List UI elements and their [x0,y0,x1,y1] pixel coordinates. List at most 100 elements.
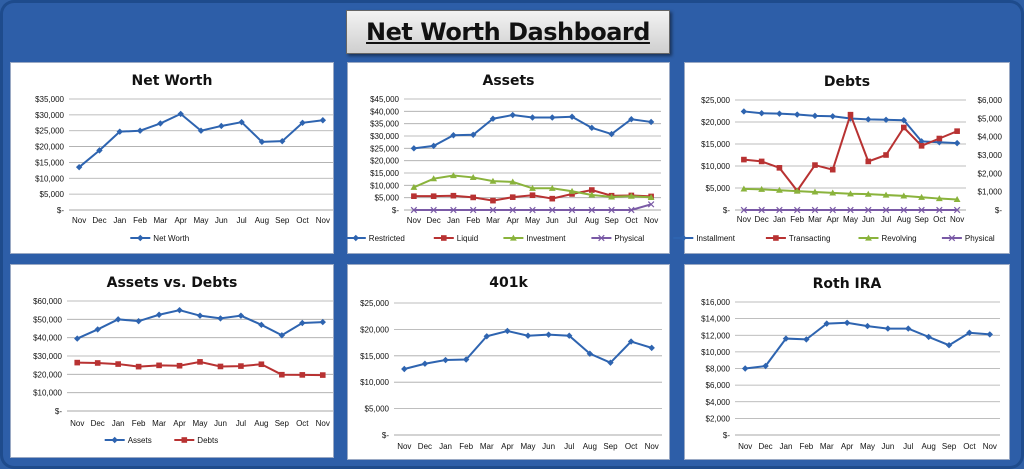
data-point [299,319,306,327]
legend-marker [948,234,956,242]
legend-marker [352,234,359,242]
y-tick-label: $16,000 [701,298,730,307]
data-point [811,112,819,120]
data-point [758,110,765,117]
x-tick-label: Aug [254,419,268,428]
y2-tick-label: $4,000 [978,133,1003,142]
data-point [430,193,437,199]
data-point [197,359,203,365]
series-revolving [740,185,961,203]
data-point [647,194,655,201]
legend-label: Net Worth [153,234,189,243]
y-tick-label: $60,000 [33,297,62,306]
data-point [882,191,890,198]
x-tick-label: Feb [133,216,147,225]
data-point [647,201,655,208]
legend-marker [441,235,447,241]
y-tick-label: $5,000 [375,194,400,203]
legend-item: Revolving [858,234,917,243]
data-point [776,186,783,193]
legend-label: Liquid [457,234,478,243]
data-point [966,329,973,336]
data-point [628,206,635,214]
legend-marker [598,234,605,242]
dashboard-title-box: Net Worth Dashboard [346,10,670,54]
legend-marker [181,437,188,443]
net-worth-chart-panel: Net Worth $- $5,000 $10,000 $15,000 $20,000 $2… [10,62,334,254]
data-point [762,362,769,370]
x-tick-label: Jun [862,215,875,224]
data-point [864,190,872,197]
data-point [812,162,818,168]
data-point [410,183,418,190]
data-point [218,122,225,130]
data-point [953,196,961,203]
data-point [589,187,595,193]
x-tick-label: Dec [755,215,769,224]
series-net-worth [75,110,327,171]
y-tick-label: $25,000 [360,299,389,308]
data-point [490,197,496,204]
data-point [954,128,960,134]
y-tick-label: $- [392,206,399,215]
y-tick-label: $4,000 [706,398,731,407]
x-tick-label: Aug [585,216,599,225]
debts-chart-panel: Debts $- $5,000 $10,000 $15,000 $20,000 $25,00… [673,62,1010,254]
data-point [299,372,306,378]
y2-tick-label: $1,000 [978,188,1003,197]
data-point [509,206,516,214]
x-tick-label: Apr [507,216,520,225]
x-tick-label: May [192,419,207,428]
legend-label: Debts [197,436,218,445]
x-tick-label: Jul [903,442,913,451]
y-tick-label: $25,000 [370,144,399,153]
data-point [258,138,266,146]
data-point [529,114,536,121]
y-tick-label: $25,000 [35,127,64,136]
x-tick-label: Nov [644,216,658,225]
data-point [469,131,477,138]
data-point [489,115,497,122]
x-tick-label: Sep [914,215,929,224]
data-point [586,350,594,357]
legend-label: Physical [614,234,644,243]
legend-marker [510,234,517,241]
x-tick-label: Mar [820,442,834,451]
data-point [608,206,615,214]
data-point [900,206,908,214]
data-point [115,361,121,367]
x-tick-label: Jan [773,215,786,224]
y-tick-label: $35,000 [370,120,399,129]
data-point [156,362,162,369]
x-tick-label: Nov [738,442,752,451]
x-tick-label: Mar [152,419,166,428]
x-tick-label: Nov [70,419,84,428]
y-tick-label: $10,000 [701,162,730,171]
x-tick-label: Mar [153,216,167,225]
data-point [843,319,851,326]
x-tick-label: Nov [407,216,421,225]
data-point [782,335,790,342]
data-point [279,371,285,378]
y-tick-label: $10,000 [370,181,399,190]
x-tick-label: Feb [466,216,480,225]
y-tick-label: $50,000 [33,315,62,324]
data-point [740,108,748,115]
data-point [509,194,516,200]
x-tick-label: May [193,216,208,225]
x-tick-label: Aug [583,442,597,451]
data-point [918,206,925,214]
data-point [529,184,536,191]
data-point [509,178,517,185]
legend-item: Physical [591,234,644,243]
data-point [114,316,122,323]
data-point [918,143,925,149]
x-tick-label: Jun [881,442,894,451]
assets-chart-panel: Assets $- $5,000 $10,000 $15,000 $20,000 $25,0… [345,62,670,254]
data-point [197,127,205,134]
series-liquid [411,187,654,204]
x-tick-label: Jul [564,442,574,451]
data-point [588,206,596,214]
data-point [545,331,552,338]
legend-marker [865,234,872,241]
